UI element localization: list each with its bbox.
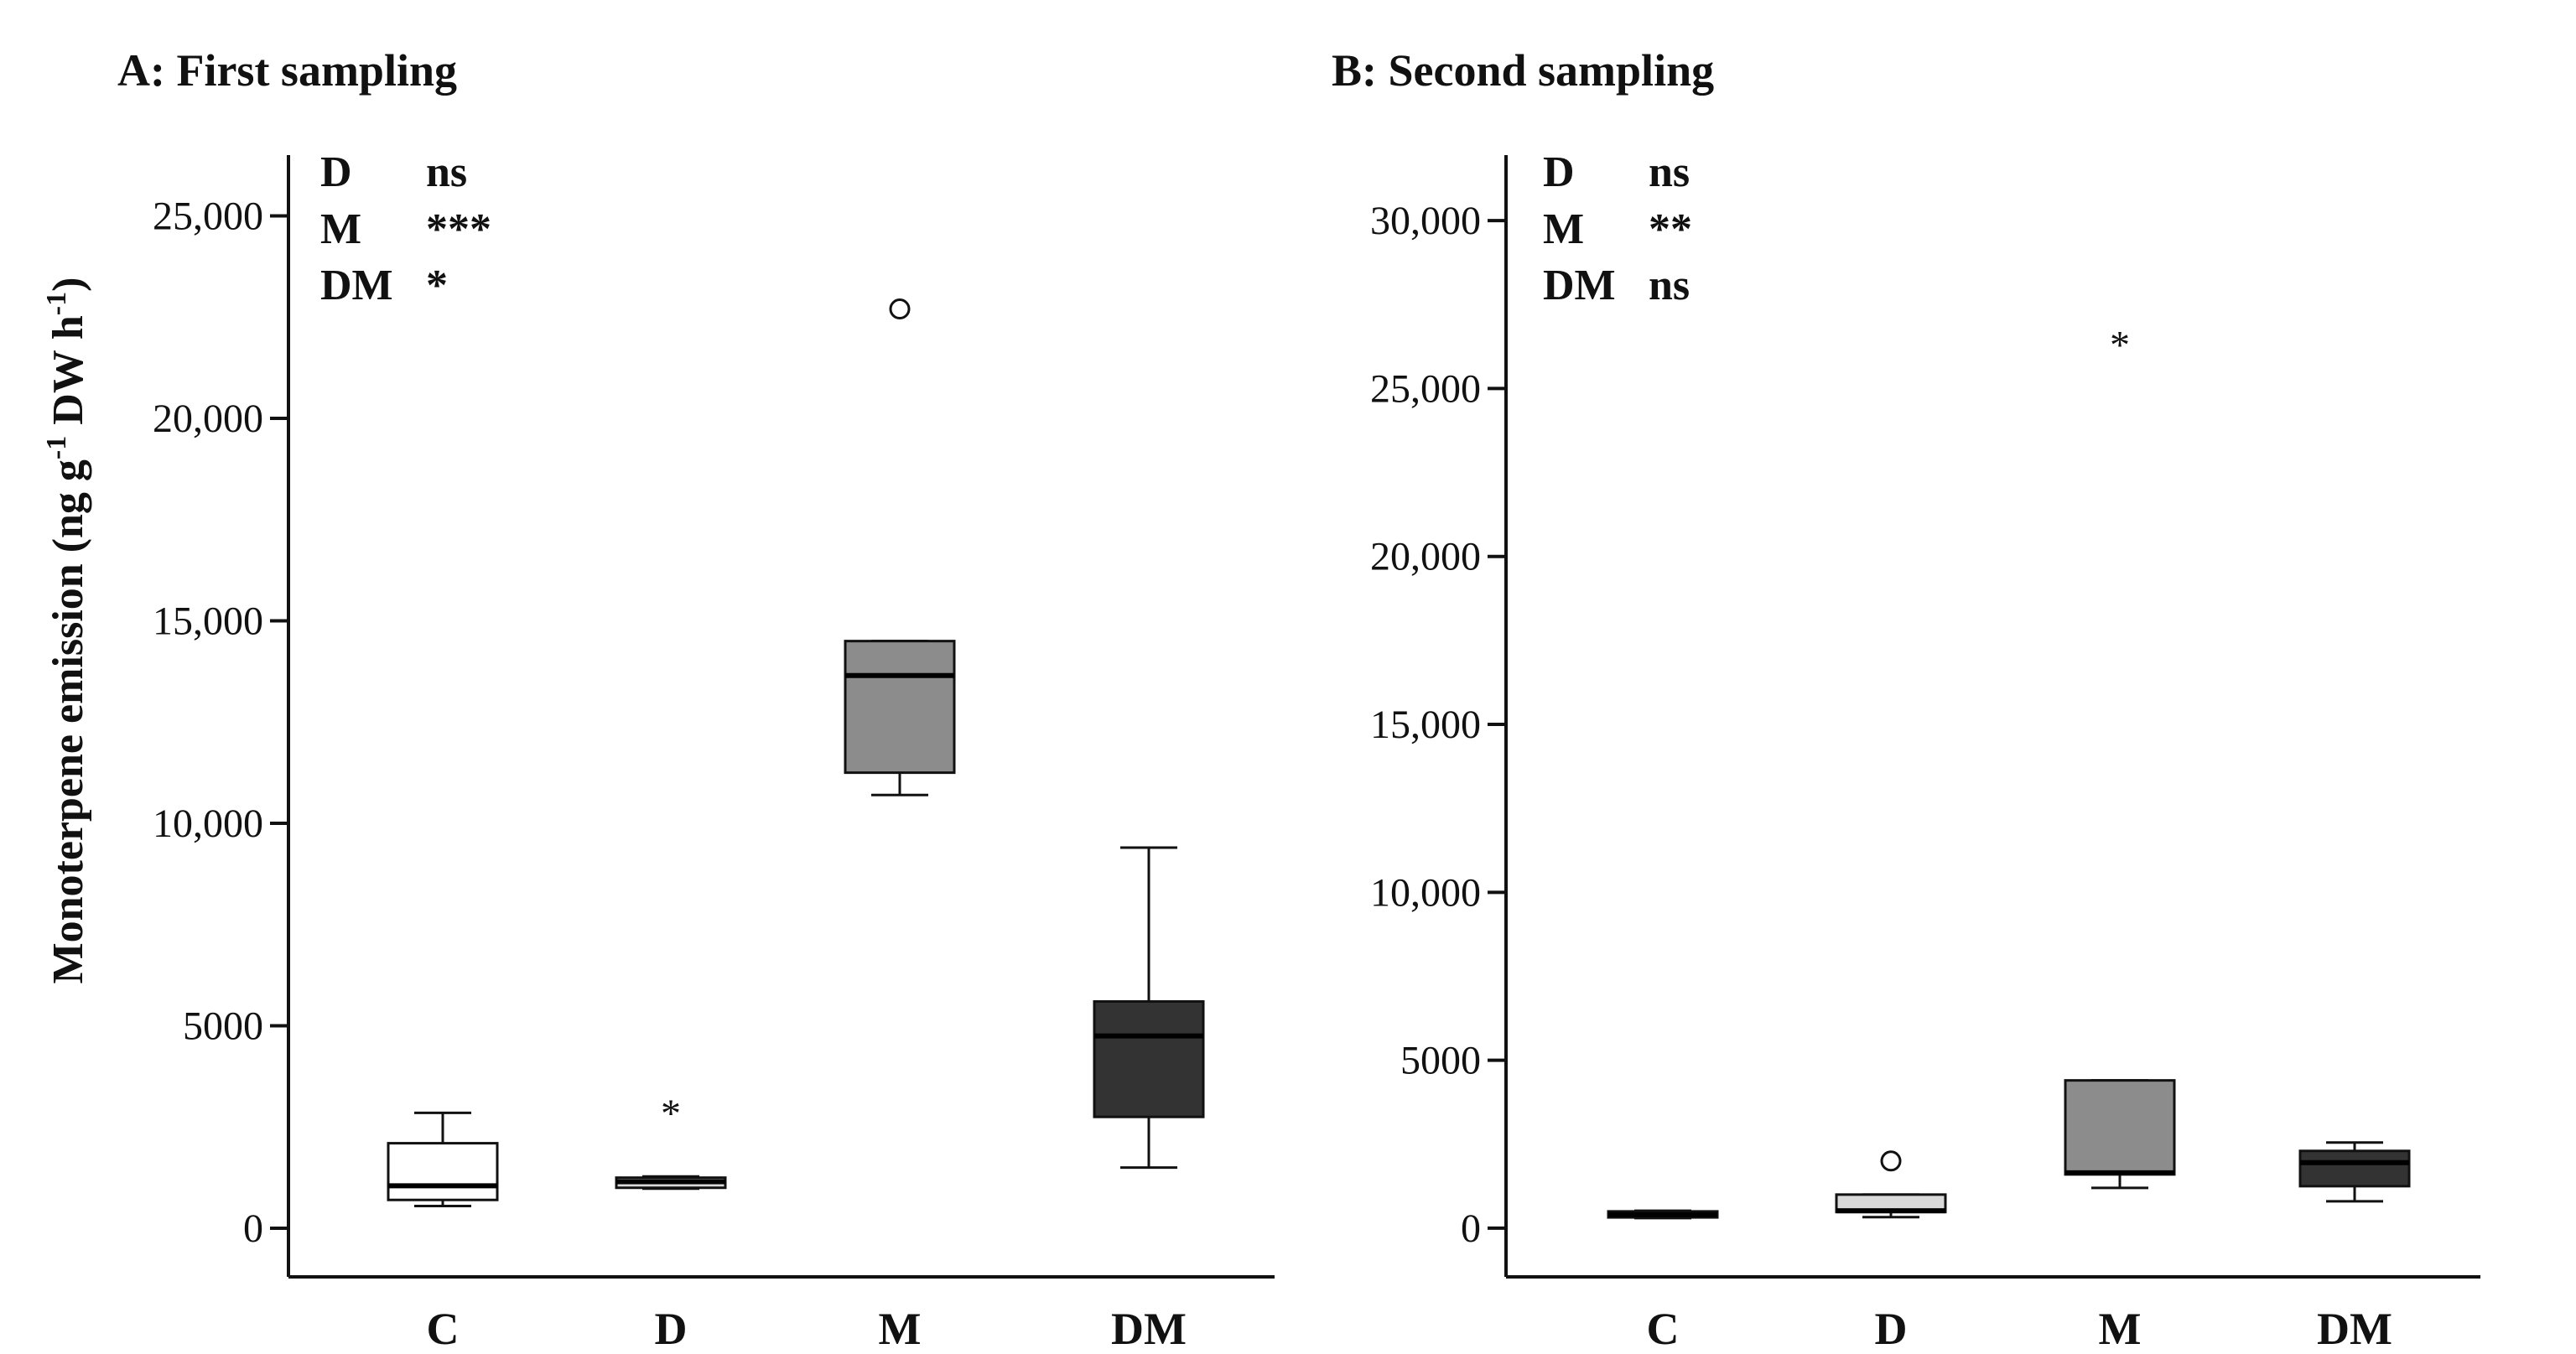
y-tick-label: 5000 [1400,1039,1481,1083]
outlier-circle-d [1880,1150,1902,1172]
boxplot-a-dm [1093,846,1205,1170]
significance-factor-d: D [1543,148,1575,196]
boxplot-a-m [844,640,956,796]
significance-factor-dm: DM [1543,262,1616,309]
box-iqr [2064,1079,2176,1176]
significance-factor-dm: DM [320,262,393,309]
y-tick-label: 25,000 [1370,366,1481,411]
significance-factor-m: M [1543,205,1584,253]
x-category-label-dm: DM [2317,1304,2392,1354]
x-category-label-d: D [655,1304,688,1354]
boxplot-b-c [1607,1209,1719,1220]
boxplot-a-d [615,1175,727,1191]
y-tick-label: 5000 [183,1004,263,1049]
box-iqr [844,640,956,775]
significance-mark-dm: ns [1649,262,1690,309]
x-category-label-m: M [2099,1304,2142,1354]
x-category-label-c: C [1647,1304,1680,1354]
y-tick-label: 0 [243,1206,263,1251]
y-tick-label: 25,000 [153,194,263,238]
outlier-circle-m [889,298,911,320]
boxplot-b-dm [2298,1141,2411,1203]
x-category-label-c: C [427,1304,460,1354]
significance-mark-m: ** [1649,205,1692,253]
box-iqr [387,1142,499,1201]
x-category-label-m: M [879,1304,922,1354]
box-iqr [1093,1000,1205,1118]
outlier-star-d: * [661,1092,681,1136]
significance-mark-d: ns [426,148,467,196]
significance-mark-d: ns [1649,148,1690,196]
boxplot-b-m [2064,1079,2176,1190]
y-axis-label: Monoterpene emission (ng g-1 DW h-1) [41,278,92,984]
boxplot-b-d [1835,1193,1947,1219]
y-tick-label: 20,000 [153,397,263,441]
x-category-label-d: D [1875,1304,1908,1354]
y-tick-label: 15,000 [153,599,263,643]
panel-second-sampling: B: Second sampling 0 5000 10,000 15,000 20,0… [1332,45,2480,1354]
significance-factor-m: M [320,205,361,253]
outlier-star-m: * [2110,323,2130,367]
panel-first-sampling: A: First sampling 0 5000 10,000 15,000 20,00… [117,45,1275,1354]
box-iqr [2298,1149,2411,1188]
y-tick-label: 20,000 [1370,535,1481,579]
significance-mark-m: *** [426,205,491,253]
significance-factor-d: D [320,148,352,196]
significance-mark-dm: * [426,262,448,309]
y-tick-label: 30,000 [1370,199,1481,243]
y-tick-label: 10,000 [153,802,263,846]
y-tick-label: 15,000 [1370,703,1481,747]
y-tick-label: 10,000 [1370,870,1481,915]
panel-b-title: B: Second sampling [1332,45,1714,96]
x-category-label-dm: DM [1111,1304,1187,1354]
boxplot-a-c [387,1111,499,1207]
panel-a-title: A: First sampling [117,45,457,96]
y-tick-label: 0 [1461,1206,1481,1251]
